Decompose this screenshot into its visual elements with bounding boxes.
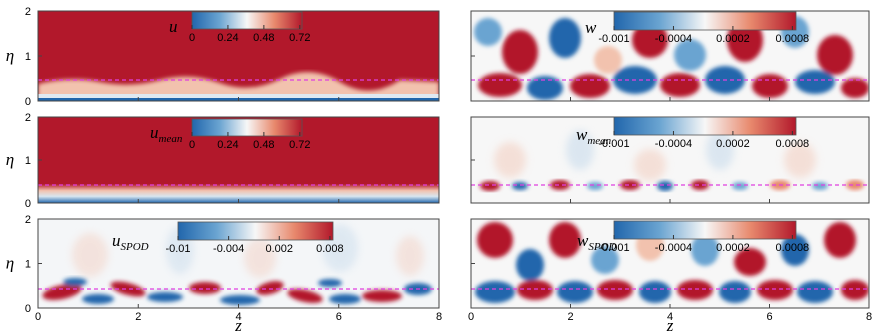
x-tick-label: 4: [235, 311, 241, 323]
y-tick-label: 2: [25, 214, 31, 226]
colorbar-label: u: [169, 17, 178, 36]
y-tick-label: 1: [25, 155, 31, 167]
x-tick-label: 0: [35, 311, 41, 323]
colorbar-label: wSPOD: [577, 231, 617, 253]
colorbar-tick-label: 0: [189, 139, 195, 151]
y-axis-label: η: [6, 46, 14, 65]
colorbar-label: uSPOD: [112, 231, 149, 253]
panel-u-spod: [38, 219, 439, 308]
colorbar-tick-label: -0.0004: [655, 33, 692, 45]
panel-w-mean: [471, 117, 869, 203]
y-tick-label: 0: [25, 198, 31, 210]
colorbar: [191, 118, 303, 137]
x-tick-label: 6: [336, 311, 342, 323]
colorbar-tick-label: 0.008: [316, 243, 344, 255]
colorbar-tick-label: 0.0008: [776, 242, 810, 254]
x-tick-label: 8: [866, 311, 872, 323]
colorbar-tick-label: -0.0004: [655, 138, 692, 150]
x-tick-label: 2: [135, 311, 141, 323]
y-tick-label: 0: [25, 303, 31, 315]
colorbar: [613, 220, 797, 240]
y-tick-label: 0: [25, 96, 31, 108]
colorbar-label: umean: [150, 123, 183, 145]
colorbar-tick-label: -0.01: [165, 243, 190, 255]
colorbar-tick-label: 0.48: [253, 32, 274, 44]
y-tick-label: 2: [25, 112, 31, 124]
x-tick-label: 6: [766, 311, 772, 323]
colorbar-tick-label: 0.24: [217, 139, 238, 151]
colorbar-tick-label: 0.002: [266, 243, 294, 255]
colorbar-tick-label: 0.24: [217, 32, 238, 44]
colorbar-label: wmean: [576, 125, 612, 147]
colorbar-tick-label: 0.72: [289, 32, 310, 44]
y-tick-label: 1: [25, 51, 31, 63]
colorbar-tick-label: 0.0008: [776, 138, 810, 150]
x-tick-label: 2: [567, 311, 573, 323]
colorbar: [191, 11, 303, 30]
y-axis-label: η: [6, 150, 14, 169]
x-tick-label: 4: [667, 311, 673, 323]
x-tick-label: 8: [436, 311, 442, 323]
colorbar-tick-label: -0.001: [598, 33, 629, 45]
x-tick-label: 0: [468, 311, 474, 323]
colorbar-tick-label: 0.0008: [776, 33, 810, 45]
colorbar-label: w: [585, 18, 597, 37]
colorbar-tick-label: 0.0002: [716, 33, 750, 45]
colorbar-tick-label: 0.0002: [716, 138, 750, 150]
colorbar: [613, 116, 797, 136]
x-axis-label: z: [234, 316, 242, 333]
colorbar-tick-label: -0.001: [598, 138, 629, 150]
colorbar-tick-label: 0.48: [253, 139, 274, 151]
y-tick-label: 2: [25, 6, 31, 18]
colorbar-tick-label: 0.0002: [716, 242, 750, 254]
colorbar-tick-label: -0.001: [598, 242, 629, 254]
colorbar-tick-label: -0.004: [213, 243, 244, 255]
colorbar: [177, 221, 334, 241]
x-axis-label: z: [666, 316, 674, 333]
colorbar-tick-label: -0.0004: [655, 242, 692, 254]
y-tick-label: 1: [25, 259, 31, 271]
colorbar-tick-label: 0.72: [289, 139, 310, 151]
y-axis-label: η: [6, 254, 14, 273]
colorbar: [613, 11, 797, 31]
colorbar-tick-label: 0: [189, 32, 195, 44]
